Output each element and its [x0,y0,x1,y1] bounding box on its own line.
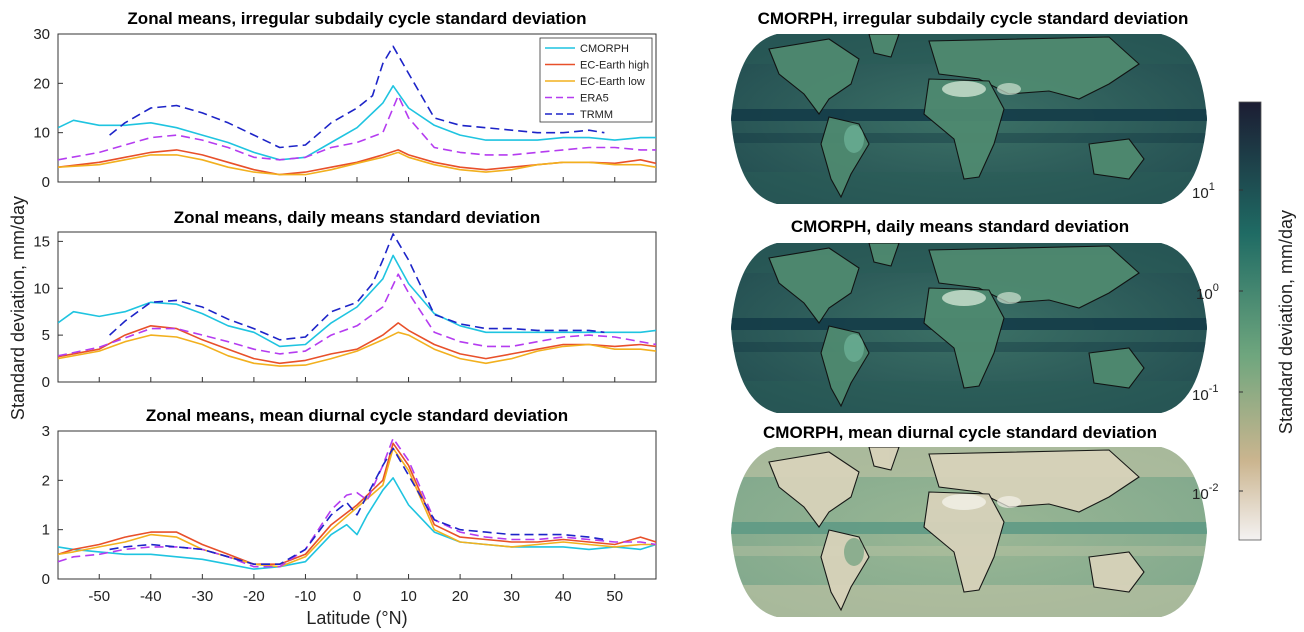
y-axis-label: Standard deviation, mm/day [8,196,28,420]
x-tick-label: -40 [140,588,162,605]
y-tick-label: 3 [42,423,50,440]
y-ticks: 0 1 2 3 [42,423,63,588]
series-line-ec-earth-low [58,151,656,176]
y-tick-label: 2 [42,472,50,489]
series-line-era5 [58,437,656,568]
colorbar-label: Standard deviation, mm/day [1276,210,1296,434]
y-tick-label: 30 [33,26,50,43]
y-tick-label: 0 [42,174,50,191]
y-tick-label: 5 [42,327,50,344]
panel-daily-means: Zonal means, daily means standard deviat… [33,208,657,391]
colorbar-tick-label: 101 [1192,181,1215,202]
map-diurnal: CMORPH, mean diurnal cycle standard devi… [731,423,1207,617]
y-tick-label: 0 [42,374,50,391]
panel-title: Zonal means, mean diurnal cycle standard… [146,406,568,425]
series-line-trmm [109,233,605,341]
map-title: CMORPH, mean diurnal cycle standard devi… [763,423,1157,442]
panel-title: Zonal means, daily means standard deviat… [174,208,541,227]
svg-text:10-1: 10-1 [1192,383,1218,404]
colorbar-tick-label: 10-1 [1192,383,1218,404]
legend: CMORPH EC-Earth high EC-Earth low ERA5 TRMM [539,37,653,123]
series-group [58,233,656,367]
y-tick-label: 20 [33,75,50,92]
y-tick-label: 15 [33,233,50,250]
series-line-cmorph [58,477,656,570]
legend-label: CMORPH [580,43,629,55]
x-axis-label: Latitude (°N) [306,608,407,628]
y-ticks: 0 5 10 15 [33,233,63,391]
legend-label: ERA5 [580,93,609,105]
y-tick-label: 10 [33,125,50,142]
series-line-ec-earth-low [58,447,656,568]
series-group [58,45,656,176]
svg-text:101: 101 [1192,181,1215,202]
series-group [58,437,656,570]
svg-text:10-2: 10-2 [1192,482,1218,503]
series-line-ec-earth-high [58,442,656,565]
legend-box [539,37,653,123]
panel-title: Zonal means, irregular subdaily cycle st… [127,9,586,28]
series-line-ec-earth-low [58,331,656,367]
colorbar-gradient [1238,101,1262,541]
x-tick-label: 50 [606,588,623,605]
map-title: CMORPH, irregular subdaily cycle standar… [758,9,1189,28]
series-line-cmorph [58,254,656,348]
map-field [731,447,1207,617]
x-tick-label: 10 [400,588,417,605]
series-line-ec-earth-high [58,322,656,365]
series-line-trmm [109,447,605,565]
x-tick-label: 30 [503,588,520,605]
svg-text:100: 100 [1196,282,1219,303]
map-title: CMORPH, daily means standard deviation [791,217,1129,236]
legend-label: EC-Earth low [580,76,645,88]
series-line-trmm [109,45,605,149]
x-tick-label: 40 [555,588,572,605]
y-tick-label: 1 [42,522,50,539]
colorbar-tick-label: 100 [1196,282,1219,303]
panel-diurnal: Zonal means, mean diurnal cycle standard… [42,406,657,605]
x-tick-label: -20 [243,588,265,605]
y-ticks: 0 10 20 30 [33,26,63,191]
y-tick-label: 0 [42,571,50,588]
series-line-era5 [58,94,656,161]
x-tick-label: -30 [192,588,214,605]
map-subdaily: CMORPH, irregular subdaily cycle standar… [731,9,1207,204]
map-field [731,243,1207,413]
x-ticks: -50 -40 -30 -20 -10 0 10 20 30 40 50 [88,588,623,605]
legend-label: EC-Earth high [580,60,649,72]
map-field [731,34,1207,204]
legend-label: TRMM [580,109,613,121]
colorbar-tick-label: 10-2 [1192,482,1218,503]
x-tick-label: 20 [452,588,469,605]
x-tick-label: -10 [295,588,317,605]
series-line-cmorph [58,85,656,161]
colorbar: 101 100 10-1 10-2 Standard deviation, mm… [1192,101,1296,541]
y-tick-label: 10 [33,280,50,297]
x-tick-label: -50 [88,588,110,605]
map-daily-means: CMORPH, daily means standard deviation [731,217,1207,413]
series-line-era5 [58,273,656,357]
x-tick-label: 0 [353,588,361,605]
panel-subdaily: Zonal means, irregular subdaily cycle st… [33,9,657,191]
